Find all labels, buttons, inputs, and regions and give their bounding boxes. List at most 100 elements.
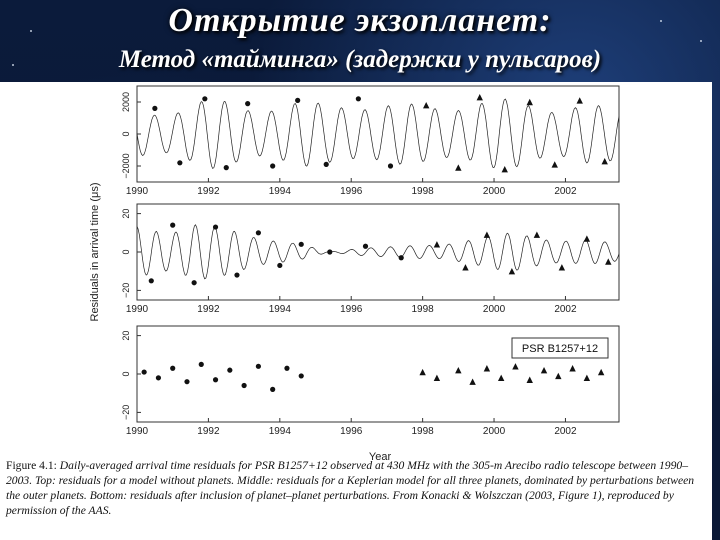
x-tick-label: 1996 (340, 304, 363, 315)
y-tick-label: −20 (121, 283, 131, 298)
y-tick-label: 20 (121, 209, 131, 219)
x-tick-label: 1990 (126, 304, 149, 315)
data-point (184, 379, 190, 385)
star-dot (30, 30, 32, 32)
data-point (501, 166, 508, 173)
x-tick-label: 1992 (197, 426, 220, 437)
data-point (526, 376, 533, 383)
x-tick-label: 1998 (412, 186, 435, 197)
data-point (277, 262, 283, 269)
panel-top: 1990 1992 1994 1996 1998 2000 2002 −2000 0 2000 (121, 85, 620, 197)
data-point (423, 102, 430, 109)
data-point (483, 365, 491, 372)
x-tick-label: 1996 (340, 426, 363, 437)
x-tick-label: 1996 (340, 186, 363, 197)
data-point (355, 96, 361, 102)
data-point (540, 366, 548, 374)
data-point (177, 160, 183, 166)
x-tick-label: 1990 (126, 186, 149, 197)
data-point (141, 369, 147, 375)
data-point (270, 386, 276, 392)
data-point (362, 243, 369, 249)
x-tick-label: 1994 (269, 426, 292, 437)
panel-frame (136, 203, 620, 301)
data-point (469, 378, 476, 385)
x-tick-label: 2002 (554, 186, 577, 197)
data-point (295, 97, 301, 103)
data-point (455, 164, 462, 171)
data-point (198, 361, 204, 367)
data-point (152, 105, 158, 111)
data-point (433, 241, 441, 248)
legend-box (511, 337, 609, 359)
data-point (284, 365, 290, 371)
star-dot (12, 64, 14, 66)
y-tick-label: −20 (121, 405, 131, 420)
data-point (387, 163, 394, 169)
x-axis-label: Year (369, 451, 392, 463)
data-point (223, 165, 229, 171)
x-tick-label: 2000 (483, 304, 506, 315)
panel-middle: 1990 1992 1994 1996 1998 2000 2002 −20 0 20 (121, 203, 620, 315)
data-point (255, 363, 261, 369)
x-tick-label: 1994 (269, 304, 292, 315)
data-point (191, 280, 197, 286)
panel-frame (136, 85, 620, 183)
data-point (245, 101, 251, 107)
x-tick-label: 1998 (412, 426, 435, 437)
caption-label: Figure 4.1: (6, 459, 57, 472)
slide-subtitle: Метод «тайминга» (задержки у пульсаров) (118, 46, 602, 73)
legend-label: PSR B1257+12 (522, 343, 598, 355)
data-point (605, 258, 612, 265)
y-tick-label: 0 (121, 131, 131, 136)
data-point (298, 373, 304, 379)
x-tick-label: 2000 (483, 426, 506, 437)
y-tick-label: 20 (121, 331, 131, 341)
data-point (323, 161, 329, 167)
x-tick-label: 2002 (554, 426, 577, 437)
data-point (455, 366, 462, 374)
x-tick-label: 2002 (554, 304, 577, 315)
y-tick-label: −2000 (121, 153, 131, 178)
x-tick-label: 2000 (483, 186, 506, 197)
data-point (555, 372, 562, 380)
data-point (327, 249, 333, 255)
residual-trace (136, 98, 620, 170)
y-tick-label: 2000 (121, 92, 131, 112)
data-point (148, 278, 154, 284)
star-dot (700, 40, 702, 42)
y-tick-label: 0 (121, 249, 131, 254)
data-point (583, 235, 591, 242)
data-point (533, 231, 541, 238)
x-tick-label: 1990 (126, 426, 149, 437)
figure-caption: Figure 4.1: Daily-averaged arrival time … (6, 458, 710, 518)
data-point (551, 161, 558, 168)
caption-text: Daily-averaged arrival time residuals fo… (6, 459, 695, 517)
data-point (419, 368, 426, 376)
data-point (270, 163, 276, 169)
y-axis-label: Residuals in arrival time (μs) (89, 183, 101, 322)
data-point (227, 367, 233, 373)
data-point (601, 158, 608, 165)
data-point (241, 382, 247, 389)
x-tick-label: 1998 (412, 304, 435, 315)
data-point (508, 268, 516, 275)
data-point (202, 96, 208, 102)
y-tick-label: 0 (121, 371, 131, 376)
data-point (462, 264, 469, 271)
data-point (255, 230, 261, 236)
data-point (483, 231, 491, 238)
data-point (512, 363, 519, 370)
residual-trace (136, 224, 620, 280)
data-point (558, 264, 566, 271)
slide-title: Открытие экзопланет: (168, 2, 552, 39)
data-point (526, 98, 533, 106)
figure-panel: 1990 1992 1994 1996 1998 2000 2002 −2000 0 2000 1… (0, 82, 712, 540)
data-point (476, 94, 483, 101)
data-point (597, 368, 605, 376)
x-tick-label: 1992 (197, 186, 220, 197)
data-point (583, 374, 591, 382)
data-point (298, 241, 304, 247)
data-point (170, 222, 176, 228)
